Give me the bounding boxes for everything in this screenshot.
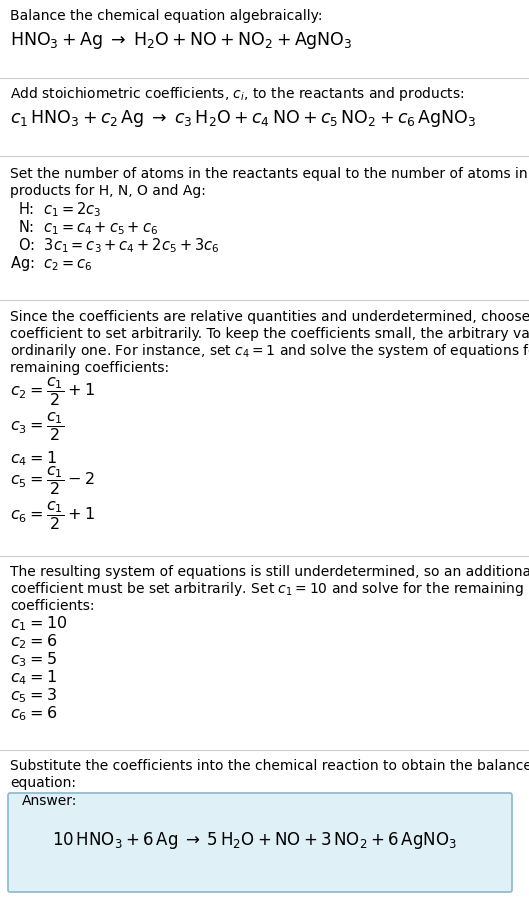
- Text: remaining coefficients:: remaining coefficients:: [10, 361, 169, 375]
- Text: $c_4 = 1$: $c_4 = 1$: [10, 668, 57, 687]
- Text: O:  $3 c_1 = c_3 + c_4 + 2 c_5 + 3 c_6$: O: $3 c_1 = c_3 + c_4 + 2 c_5 + 3 c_6$: [18, 236, 220, 255]
- Text: Ag:  $c_2 = c_6$: Ag: $c_2 = c_6$: [10, 254, 93, 273]
- Text: The resulting system of equations is still underdetermined, so an additional: The resulting system of equations is sti…: [10, 565, 529, 579]
- Text: $c_3 = 5$: $c_3 = 5$: [10, 650, 57, 669]
- Text: $c_2 = \dfrac{c_1}{2} + 1$: $c_2 = \dfrac{c_1}{2} + 1$: [10, 375, 95, 408]
- Text: coefficient must be set arbitrarily. Set $c_1 = 10$ and solve for the remaining: coefficient must be set arbitrarily. Set…: [10, 580, 524, 598]
- Text: $c_6 = 6$: $c_6 = 6$: [10, 704, 57, 723]
- Text: N:  $c_1 = c_4 + c_5 + c_6$: N: $c_1 = c_4 + c_5 + c_6$: [18, 218, 158, 237]
- Text: $c_5 = 3$: $c_5 = 3$: [10, 686, 57, 705]
- Text: $10\,\mathrm{HNO_3} + 6\,\mathrm{Ag} \;\rightarrow\; 5\,\mathrm{H_2O} + \mathrm{: $10\,\mathrm{HNO_3} + 6\,\mathrm{Ag} \;\…: [52, 830, 457, 851]
- Text: products for H, N, O and Ag:: products for H, N, O and Ag:: [10, 184, 206, 198]
- Text: $c_4 = 1$: $c_4 = 1$: [10, 449, 57, 468]
- Text: Answer:: Answer:: [22, 794, 77, 808]
- Text: $c_6 = \dfrac{c_1}{2} + 1$: $c_6 = \dfrac{c_1}{2} + 1$: [10, 499, 95, 533]
- Text: Set the number of atoms in the reactants equal to the number of atoms in the: Set the number of atoms in the reactants…: [10, 167, 529, 181]
- Text: $\mathrm{HNO_3} + \mathrm{Ag} \;\rightarrow\; \mathrm{H_2O} + \mathrm{NO} + \mat: $\mathrm{HNO_3} + \mathrm{Ag} \;\rightar…: [10, 30, 352, 51]
- FancyBboxPatch shape: [8, 793, 512, 892]
- Text: Since the coefficients are relative quantities and underdetermined, choose a: Since the coefficients are relative quan…: [10, 310, 529, 324]
- Text: $c_5 = \dfrac{c_1}{2} - 2$: $c_5 = \dfrac{c_1}{2} - 2$: [10, 464, 95, 497]
- Text: ordinarily one. For instance, set $c_4 = 1$ and solve the system of equations fo: ordinarily one. For instance, set $c_4 =…: [10, 342, 529, 360]
- Text: Add stoichiometric coefficients, $c_i$, to the reactants and products:: Add stoichiometric coefficients, $c_i$, …: [10, 85, 464, 103]
- Text: Balance the chemical equation algebraically:: Balance the chemical equation algebraica…: [10, 9, 323, 23]
- Text: $c_2 = 6$: $c_2 = 6$: [10, 632, 57, 651]
- Text: coefficients:: coefficients:: [10, 599, 95, 613]
- Text: $c_1\,\mathrm{HNO_3} + c_2\,\mathrm{Ag} \;\rightarrow\; c_3\,\mathrm{H_2O} + c_4: $c_1\,\mathrm{HNO_3} + c_2\,\mathrm{Ag} …: [10, 108, 476, 129]
- Text: coefficient to set arbitrarily. To keep the coefficients small, the arbitrary va: coefficient to set arbitrarily. To keep …: [10, 327, 529, 341]
- Text: $c_3 = \dfrac{c_1}{2}$: $c_3 = \dfrac{c_1}{2}$: [10, 410, 65, 443]
- Text: equation:: equation:: [10, 776, 76, 790]
- Text: Substitute the coefficients into the chemical reaction to obtain the balanced: Substitute the coefficients into the che…: [10, 759, 529, 773]
- Text: $c_1 = 10$: $c_1 = 10$: [10, 614, 67, 633]
- Text: H:  $c_1 = 2 c_3$: H: $c_1 = 2 c_3$: [18, 200, 101, 219]
